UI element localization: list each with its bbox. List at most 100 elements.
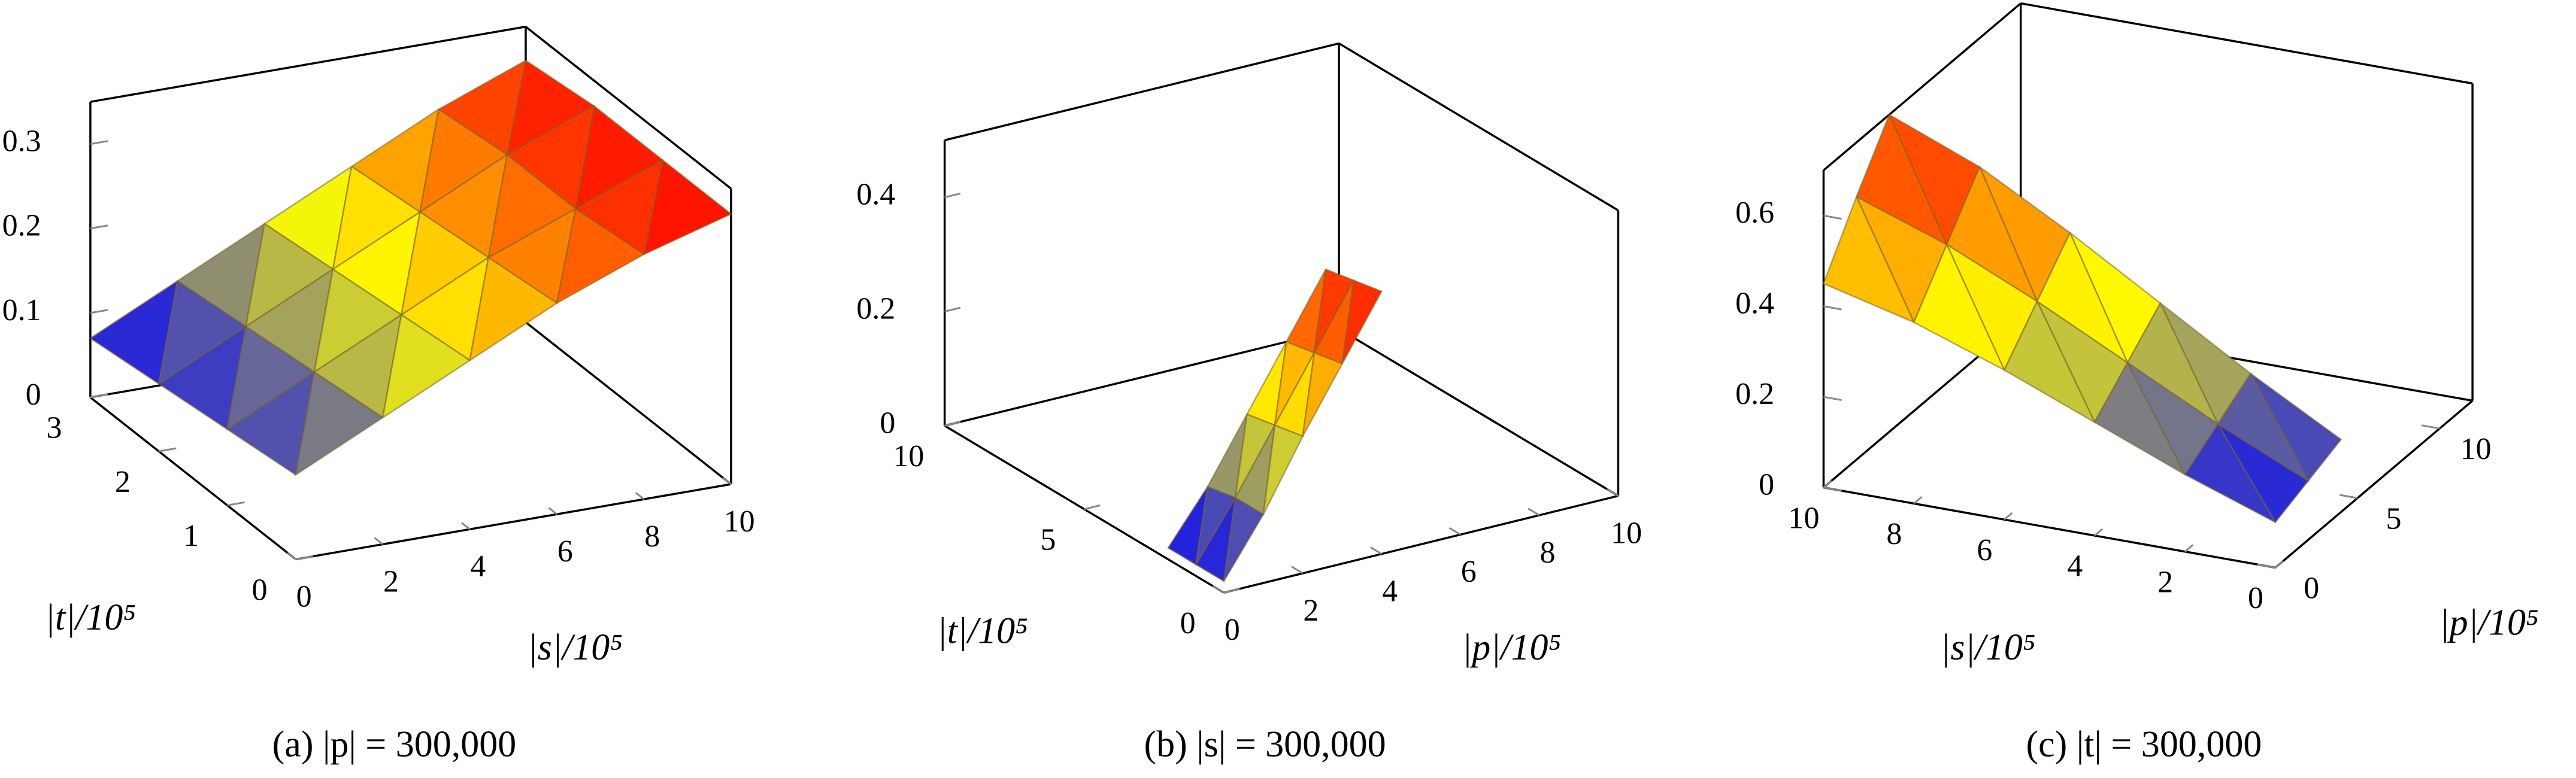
axis-box-edge <box>1338 328 1619 497</box>
z-tick-label: 0.2 <box>1735 377 1774 411</box>
x-tick-label: 2 <box>1303 594 1319 628</box>
z-tick-label: 0.4 <box>1735 287 1774 321</box>
y-tick-label: 3 <box>47 411 62 445</box>
x-tick <box>1528 507 1540 516</box>
x-tick <box>374 537 384 545</box>
y-tick-label: 0 <box>2304 571 2319 605</box>
x-tick <box>1607 488 1619 497</box>
z-tick <box>1823 396 1842 401</box>
axis-box-edge <box>295 483 732 561</box>
x-tick <box>461 522 471 530</box>
x-tick-label: 4 <box>2067 549 2083 584</box>
x-tick <box>2004 512 2013 521</box>
x-axis-label: |p|/10⁵ <box>1462 627 1561 668</box>
x-tick-label: 8 <box>1539 536 1555 570</box>
axis-box-edge <box>525 321 732 485</box>
y-tick-label: 5 <box>2386 502 2401 536</box>
axis-box-edge <box>1823 2 2022 171</box>
x-tick <box>722 477 732 485</box>
caption: (c) |t| = 300,000 <box>2026 724 2262 765</box>
axis-box-edge <box>1338 42 1619 212</box>
y-tick-label: 10 <box>893 439 924 473</box>
y-tick <box>2421 424 2440 430</box>
z-tick <box>90 309 108 314</box>
z-tick <box>1823 214 1842 220</box>
y-tick <box>1223 588 1240 594</box>
x-tick <box>2274 560 2284 569</box>
y-tick-label: 10 <box>2460 432 2492 466</box>
y-tick-label: 2 <box>115 465 131 499</box>
x-axis-label: |s|/10⁵ <box>528 627 623 668</box>
caption: (b) |s| = 300,000 <box>1144 724 1386 765</box>
axis-box-edge <box>525 26 732 190</box>
axis-box-edge <box>90 25 526 103</box>
surface-face <box>1302 352 1343 437</box>
x-tick-label: 0 <box>296 579 312 613</box>
surface-face <box>2003 300 2096 423</box>
x-tick-label: 8 <box>644 519 660 554</box>
z-tick-label: 0 <box>880 406 895 440</box>
z-tick <box>944 421 961 427</box>
z-tick <box>90 393 108 399</box>
z-tick-label: 0 <box>26 378 41 412</box>
surface-face <box>2184 423 2277 524</box>
x-tick-label: 4 <box>1382 575 1398 609</box>
x-tick <box>635 492 645 500</box>
z-tick <box>90 224 108 230</box>
x-tick-label: 10 <box>1611 516 1642 550</box>
axis-box-edge <box>1223 494 1619 594</box>
axis-box-edge <box>1823 486 2276 569</box>
z-tick-label: 0.4 <box>856 178 895 212</box>
surface-face <box>1341 279 1383 365</box>
x-tick <box>1448 527 1461 536</box>
z-tick <box>1823 487 1842 492</box>
y-axis-label: |p|/10⁵ <box>2439 602 2539 643</box>
surface-face <box>2093 361 2186 476</box>
x-tick <box>2094 528 2104 537</box>
z-tick <box>1823 305 1842 311</box>
z-tick-label: 0.2 <box>856 291 895 326</box>
caption: (a) |p| = 300,000 <box>272 724 517 765</box>
x-tick-label: 10 <box>724 505 755 539</box>
y-tick-label: 0 <box>251 573 267 607</box>
y-tick-label: 0 <box>1180 606 1196 640</box>
surface-face <box>1823 196 1915 323</box>
x-tick-label: 8 <box>1886 517 1902 551</box>
x-tick-label: 0 <box>2248 581 2263 615</box>
y-tick <box>2257 563 2276 569</box>
axis-box-edge <box>944 327 1339 427</box>
z-tick-label: 0.2 <box>2 209 41 243</box>
y-axis-label: |t|/10⁵ <box>45 597 136 638</box>
axis-box-edge <box>89 396 296 560</box>
z-tick-label: 0 <box>1759 468 1774 502</box>
y-tick-label: 5 <box>1040 523 1056 557</box>
x-tick <box>2184 544 2194 552</box>
surface-face <box>469 257 558 361</box>
y-tick <box>1084 504 1101 510</box>
x-tick <box>1369 546 1383 555</box>
x-tick <box>1291 566 1304 575</box>
y-tick <box>158 447 177 452</box>
y-tick <box>2339 494 2358 499</box>
z-tick-label: 0.3 <box>2 124 41 159</box>
axis-box-edge <box>944 42 1339 142</box>
panel: 0 2 4 6 8 10 0 5 10 0 0.2 0.4 0.6 |s|/10⁵ |p|/10⁵ (c) |… <box>1735 2 2539 765</box>
z-tick <box>944 192 961 199</box>
surface-face <box>1913 244 2005 371</box>
surface-face <box>382 314 471 419</box>
x-tick <box>1913 496 1923 505</box>
x-tick-label: 4 <box>470 549 486 584</box>
y-tick <box>295 555 314 561</box>
x-tick-label: 0 <box>1225 613 1240 647</box>
x-axis-label: |s|/10⁵ <box>1940 627 2035 668</box>
surface-face <box>643 159 732 256</box>
x-tick <box>1212 585 1225 594</box>
y-tick <box>227 501 245 506</box>
z-tick <box>90 140 108 145</box>
surface-face <box>1223 497 1265 582</box>
surface-face <box>556 208 645 304</box>
x-tick-label: 6 <box>1977 533 1992 567</box>
